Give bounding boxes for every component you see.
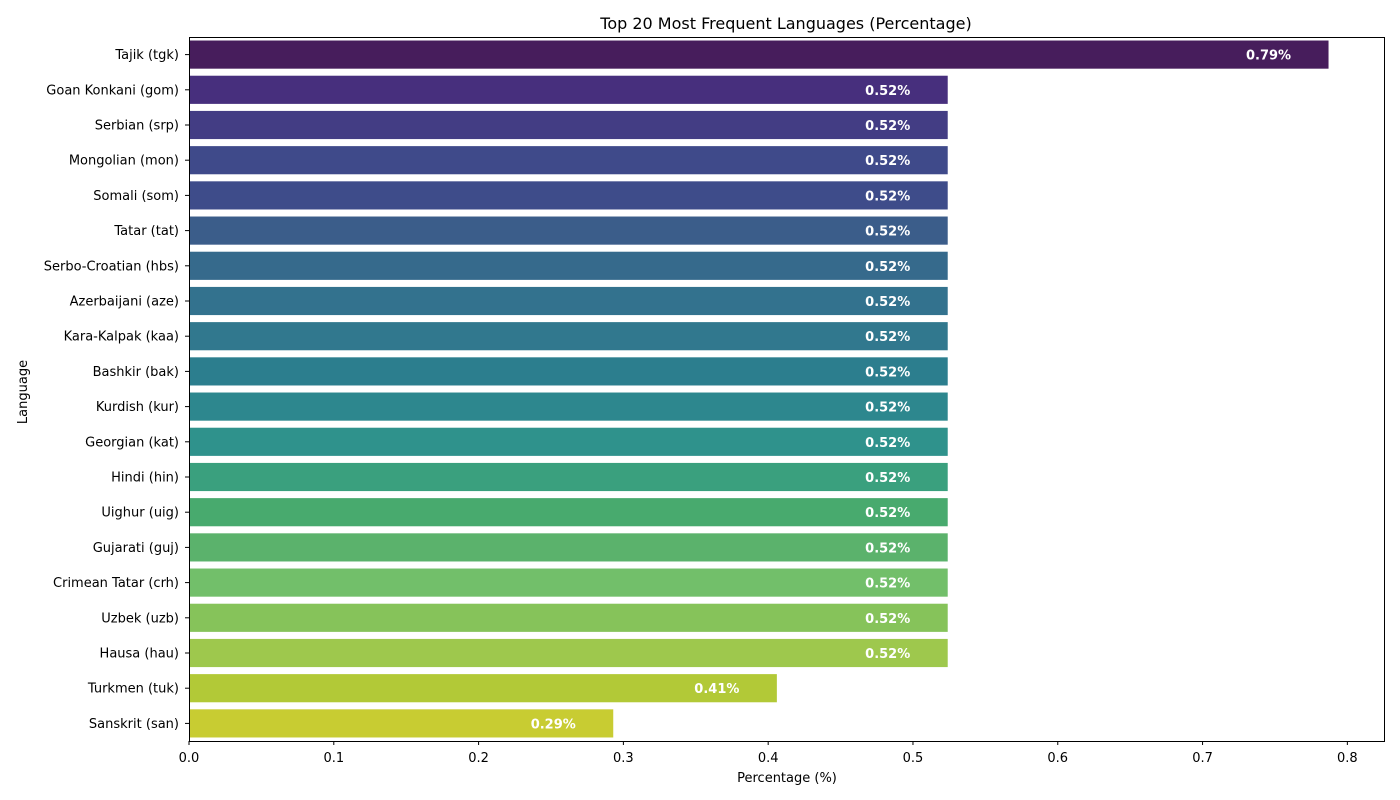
- bar: [189, 40, 1329, 69]
- bar-value-label: 0.52%: [865, 84, 910, 99]
- y-tick-label: Hausa (hau): [100, 647, 179, 662]
- y-tick-label: Kurdish (kur): [96, 400, 179, 415]
- x-tick-label: 0.8: [1337, 751, 1358, 766]
- bar-value-label: 0.41%: [694, 682, 739, 697]
- bars-layer: [189, 40, 1329, 738]
- y-tick-label: Mongolian (mon): [69, 154, 179, 169]
- x-tick-label: 0.4: [758, 751, 779, 766]
- chart-title: Top 20 Most Frequent Languages (Percenta…: [599, 14, 971, 33]
- bar-value-label: 0.52%: [865, 647, 910, 662]
- bar-value-label: 0.79%: [1246, 49, 1291, 64]
- y-axis-label: Language: [16, 360, 31, 424]
- y-tick-label: Somali (som): [93, 189, 179, 204]
- bar-value-label: 0.52%: [865, 119, 910, 134]
- bar-value-label: 0.52%: [865, 189, 910, 204]
- y-tick-label: Azerbaijani (aze): [70, 295, 179, 310]
- bar: [189, 251, 948, 280]
- y-tick-label: Georgian (kat): [85, 435, 179, 450]
- x-tick-label: 0.0: [179, 751, 200, 766]
- bar: [189, 568, 948, 597]
- bar: [189, 322, 948, 351]
- bar-value-label: 0.52%: [865, 471, 910, 486]
- bar-value-label: 0.52%: [865, 401, 910, 416]
- y-tick-label: Gujarati (guj): [93, 541, 179, 556]
- bar-value-label: 0.52%: [865, 506, 910, 521]
- bar-value-label: 0.29%: [531, 717, 576, 732]
- bar-value-label: 0.52%: [865, 154, 910, 169]
- bar: [189, 286, 948, 316]
- value-labels-layer: 0.79% 0.52% 0.52% 0.52% 0.52% 0.52% 0.52% 0.52%…: [531, 49, 1291, 733]
- bar-value-label: 0.52%: [865, 577, 910, 592]
- bar: [189, 392, 948, 421]
- bar: [189, 357, 948, 386]
- y-tick-label: Tajik (tgk): [114, 48, 179, 63]
- bar: [189, 674, 777, 703]
- bar-value-label: 0.52%: [865, 365, 910, 380]
- bar-value-label: 0.52%: [865, 330, 910, 345]
- bar: [189, 146, 948, 175]
- x-tick-label: 0.2: [468, 751, 489, 766]
- bar-value-label: 0.52%: [865, 436, 910, 451]
- x-tick-label: 0.1: [323, 751, 344, 766]
- bar-value-label: 0.52%: [865, 612, 910, 627]
- bar: [189, 75, 948, 104]
- y-axis: Tajik (tgk) Goan Konkani (gom) Serbian (sr…: [44, 48, 189, 732]
- x-axis-label: Percentage (%): [737, 771, 837, 786]
- bar: [189, 709, 614, 738]
- bar-value-label: 0.52%: [865, 541, 910, 556]
- y-tick-label: Serbo-Croatian (hbs): [44, 259, 179, 274]
- bar: [189, 216, 948, 245]
- bar: [189, 498, 948, 527]
- x-tick-label: 0.7: [1192, 751, 1213, 766]
- y-tick-label: Bashkir (bak): [93, 365, 179, 380]
- bar-value-label: 0.52%: [865, 295, 910, 310]
- bar: [189, 181, 948, 210]
- y-tick-label: Serbian (srp): [95, 119, 179, 134]
- y-tick-label: Hindi (hin): [111, 471, 179, 486]
- bar: [189, 533, 948, 562]
- y-tick-label: Sanskrit (san): [89, 717, 179, 732]
- bar: [189, 462, 948, 492]
- x-axis: 0.0 0.1 0.2 0.3 0.4 0.5 0.6 0.7 0.8: [179, 741, 1358, 766]
- bar-value-label: 0.52%: [865, 260, 910, 275]
- bar-value-label: 0.52%: [865, 225, 910, 240]
- y-tick-label: Uzbek (uzb): [101, 611, 179, 626]
- bar: [189, 110, 948, 140]
- y-tick-label: Crimean Tatar (crh): [53, 576, 179, 591]
- y-tick-label: Kara-Kalpak (kaa): [64, 330, 179, 345]
- bar: [189, 427, 948, 456]
- x-tick-label: 0.5: [903, 751, 924, 766]
- y-tick-label: Tatar (tat): [113, 224, 179, 239]
- y-tick-label: Goan Konkani (gom): [46, 83, 179, 98]
- x-tick-label: 0.6: [1047, 751, 1068, 766]
- y-tick-label: Turkmen (tuk): [87, 682, 179, 697]
- x-tick-label: 0.3: [613, 751, 634, 766]
- bar: [189, 603, 948, 632]
- y-tick-label: Uighur (uig): [101, 506, 179, 521]
- bar: [189, 638, 948, 668]
